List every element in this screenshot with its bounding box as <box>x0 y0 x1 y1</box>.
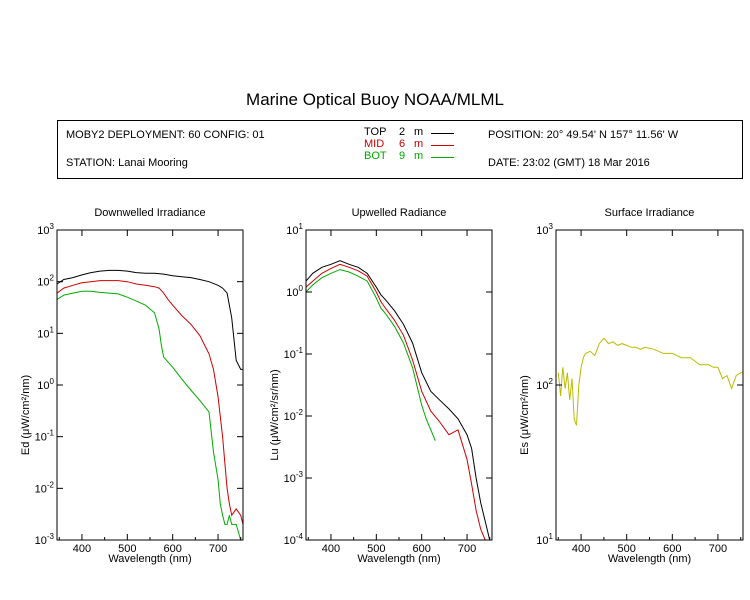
deployment-info: MOBY2 DEPLOYMENT: 60 CONFIG: 01 <box>66 129 265 141</box>
y-tick-label: 101 <box>37 325 54 340</box>
y-tick-label: 100 <box>286 284 303 299</box>
series-line-bot <box>305 269 436 441</box>
y-tick-label: 102 <box>536 377 553 392</box>
x-axis-label: Wavelength (nm) <box>108 553 191 565</box>
x-tick-label: 500 <box>618 543 636 555</box>
x-tick-label: 400 <box>322 543 340 555</box>
legend-line-mid <box>431 145 454 146</box>
plot-frame <box>305 229 493 541</box>
legend-depth: 2 <box>399 126 406 138</box>
x-tick-label: 700 <box>458 543 476 555</box>
y-tick-label: 10-3 <box>35 532 55 547</box>
x-tick-label: 600 <box>663 543 681 555</box>
series-line-es <box>557 337 743 426</box>
x-tick-label: 400 <box>572 543 590 555</box>
legend-name: TOP <box>364 126 387 138</box>
y-tick-label: 100 <box>37 377 54 392</box>
y-tick-label: 10-4 <box>284 532 304 547</box>
station-info: STATION: Lanai Mooring <box>66 157 188 169</box>
legend-line-bot <box>431 157 454 158</box>
x-axis-label: Wavelength (nm) <box>608 553 691 565</box>
x-tick-label: 500 <box>367 543 385 555</box>
chart-title: Marine Optical Buoy NOAA/MLML <box>246 90 504 109</box>
x-axis-label: Wavelength (nm) <box>357 553 440 565</box>
legend-unit: m <box>414 126 424 138</box>
legend-depth: 6 <box>399 138 406 150</box>
x-tick-label: 600 <box>413 543 431 555</box>
y-tick-label: 10-1 <box>284 346 304 361</box>
panel-title: Surface Irradiance <box>605 207 695 219</box>
y-tick-label: 101 <box>286 222 303 237</box>
x-tick-label: 600 <box>164 543 182 555</box>
x-tick-label: 500 <box>118 543 136 555</box>
y-axis-label: Ed (μW/cm²/nm) <box>20 375 32 455</box>
y-tick-label: 101 <box>536 532 553 547</box>
date-info: DATE: 23:02 (GMT) 18 Mar 2016 <box>488 157 650 169</box>
series-line-bot <box>56 290 243 541</box>
plot-frame <box>56 229 244 541</box>
series-line-mid <box>56 280 244 525</box>
chart-panel-3: Surface Irradiance 400 500 600 700 Wavelength… <box>519 207 744 565</box>
chart-panel-1: Downwelled Irradiance 400 500 600 700 Wavelen… <box>20 207 244 565</box>
position-info: POSITION: 20° 49.54' N 157° 11.56' W <box>488 129 679 141</box>
chart-panel-2: Upwelled Radiance 400 500 600 700 Wavelength … <box>269 207 493 565</box>
panel-title: Upwelled Radiance <box>352 207 447 219</box>
legend-unit: m <box>414 150 424 162</box>
series-line-top <box>56 269 243 370</box>
x-tick-label: 700 <box>709 543 727 555</box>
plot-frame <box>555 229 744 541</box>
series-line-mid <box>305 263 492 541</box>
y-tick-label: 10-1 <box>35 429 55 444</box>
series-line-top <box>305 260 492 541</box>
y-axis-label: Es (μW/cm²/nm) <box>519 375 531 455</box>
y-tick-label: 103 <box>536 222 553 237</box>
y-tick-label: 10-3 <box>284 470 304 485</box>
legend-depth: 9 <box>399 150 406 162</box>
legend-line-top <box>431 133 454 134</box>
x-tick-label: 400 <box>73 543 91 555</box>
y-tick-label: 10-2 <box>35 480 55 495</box>
legend-unit: m <box>414 138 424 150</box>
y-axis-label: Lu (μW/cm²/sr/nm) <box>269 369 281 460</box>
y-tick-label: 103 <box>37 222 54 237</box>
legend-name: MID <box>364 138 385 150</box>
panel-title: Downwelled Irradiance <box>94 207 205 219</box>
info-box: MOBY2 DEPLOYMENT: 60 CONFIG: 01 STATION:… <box>57 120 743 179</box>
y-tick-label: 102 <box>37 274 54 289</box>
y-tick-label: 10-2 <box>284 408 304 423</box>
legend-name: BOT <box>364 150 387 162</box>
x-tick-label: 700 <box>209 543 227 555</box>
